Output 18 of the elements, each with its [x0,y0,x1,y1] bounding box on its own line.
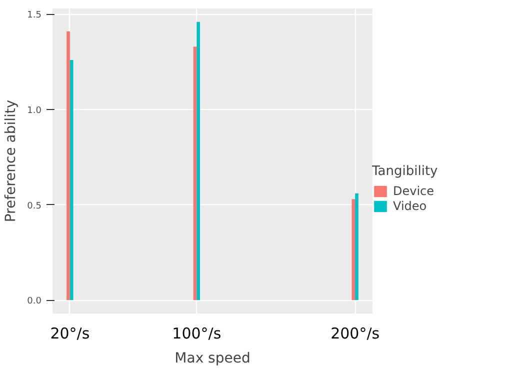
y-tick-label: 1.0 [27,106,42,116]
bar [193,46,197,300]
x-tick-label: 100°/s [172,324,222,342]
bar [352,199,356,300]
bar [196,22,200,300]
y-axis-title: Preference ability [3,100,20,222]
bar [66,31,70,300]
legend-label: Video [393,199,427,213]
bar [70,60,74,300]
bar [355,193,358,300]
legend-title: Tangibility [372,164,438,179]
y-tick-label: 0.0 [27,296,42,307]
y-tick-label: 1.5 [27,10,42,21]
legend-label: Device [393,184,434,198]
x-axis-title: Max speed [174,350,250,366]
y-tick-label: 0.5 [27,201,42,212]
x-tick-label: 20°/s [50,324,90,342]
x-tick-label: 200°/s [330,324,380,342]
